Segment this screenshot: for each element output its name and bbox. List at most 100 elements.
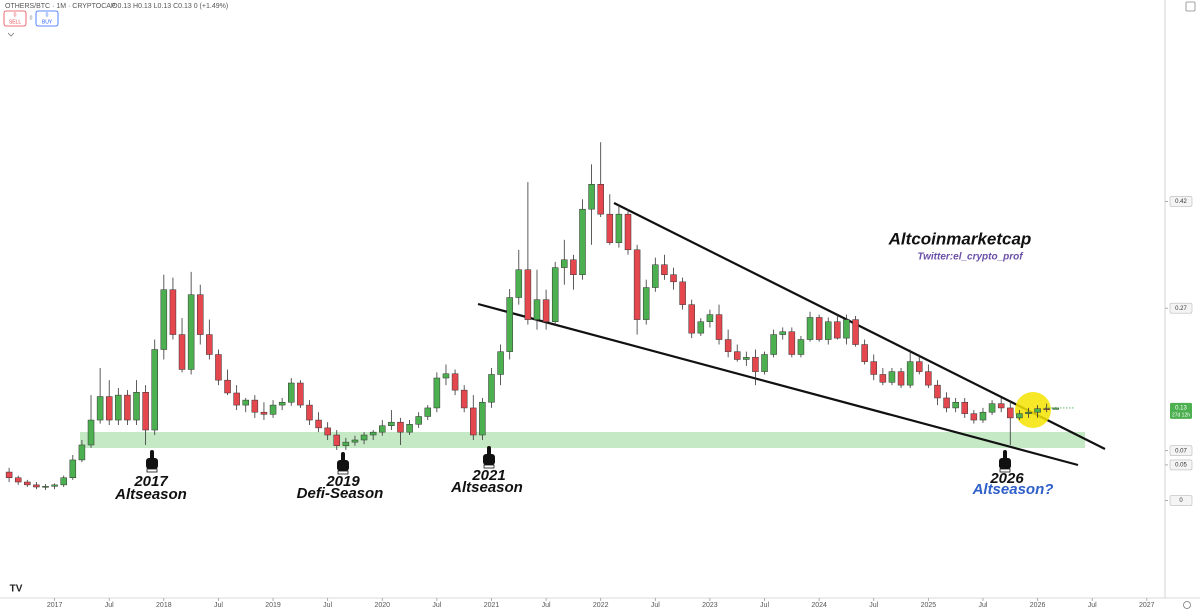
candle-body [415,416,422,425]
candle-body [934,384,941,399]
candle-body [397,421,404,433]
candle-body [470,407,477,436]
candle-body [124,394,131,421]
candle-body [406,424,413,433]
candle-body [706,314,714,322]
candle-body [597,184,604,215]
candles [5,142,1060,490]
candle-body [142,392,149,431]
x-tick-label: Jul [323,602,332,609]
x-tick-label: 2026 [1030,602,1046,609]
candle-body [624,213,632,251]
candle-body [242,399,249,406]
candle-body [33,484,40,488]
candle-body [652,264,659,288]
candle-body [506,297,513,352]
candle-body [369,431,377,436]
candle-body [861,344,868,362]
x-tick-label: 2019 [265,602,281,609]
candle-body [460,389,468,409]
x-tick-label: Jul [760,602,769,609]
y-tick-label: 0.42 [1175,199,1187,205]
collapse-icon[interactable] [7,32,15,37]
candle-body [306,404,313,421]
candle-body [251,399,259,413]
annotation-text: Altseason? [972,481,1054,498]
candle-body [906,361,914,386]
candle-body [151,349,158,431]
candle-body [333,434,341,446]
countdown: 27d 12h [1172,412,1190,418]
ohlc-line: O0.13 H0.13 L0.13 C0.13 0 (+1.49%) [112,3,228,10]
candle-body [488,374,495,403]
x-tick-label: 2022 [593,602,609,609]
candle-body [788,331,796,355]
candle-body [579,208,586,275]
x-tick-label: 2021 [484,602,500,609]
candle-body [570,259,577,275]
y-tick-label: 0.07 [1175,448,1187,454]
y-tick-box [1169,459,1193,471]
settings-gear[interactable] [1183,601,1191,609]
candle-body [515,269,523,298]
y-tick-box [1169,445,1193,456]
candle-body [925,371,932,386]
candle-body [642,287,650,320]
candle-body [824,321,832,340]
candle-body [96,396,104,421]
candle-body [561,259,568,268]
y-tick-box [1169,196,1193,207]
candle-body [943,397,950,409]
candle-body [69,459,77,478]
candle-body [479,401,486,436]
candle-body [761,354,768,372]
watermark-sub: Twitter:el_crypto_prof [917,252,1024,263]
candle-body [697,321,705,334]
x-tick-label: Jul [105,602,114,609]
buy-button[interactable] [35,10,59,27]
hand-icons [146,446,1011,475]
candle-body [342,441,350,446]
candle-body [169,289,177,335]
candle-body [424,407,432,417]
x-tick-label: Jul [542,602,551,609]
sell-button[interactable] [3,10,27,27]
x-tick-label: 2025 [921,602,937,609]
y-tick-label: 0.05 [1175,463,1187,469]
candle-body [78,444,86,461]
candle-body [1034,408,1041,413]
candle-body [843,319,850,339]
symbol: OTHERS/BTC · 1M · CRYPTOCAP [5,3,116,10]
candle-body [233,392,240,406]
candle-body [752,357,759,372]
candle-body [743,357,750,360]
candle-body [1016,413,1023,419]
candle-body [315,419,322,429]
logo[interactable]: TV [10,584,23,595]
candle-body [834,321,841,339]
candle-body [206,334,213,355]
candle-body [797,339,805,355]
candle-body [588,184,595,210]
candle-body [269,404,277,415]
candle-body [351,439,359,443]
annotation-year: 2026 [989,470,1024,487]
settings-icon[interactable] [1185,1,1196,12]
y-tick-label: 0 [1179,498,1183,504]
y-tick-box [1169,495,1193,506]
candle-body [433,377,441,409]
candle-body [497,351,504,375]
candle-body [733,351,741,360]
candle-body [442,373,450,379]
spread: 0 [30,15,33,21]
candle-body [988,403,996,413]
candle-body [1025,411,1032,414]
candle-body [870,361,877,375]
watermark: Altcoinmarketcap [888,229,1032,248]
x-tick-label: Jul [1088,602,1097,609]
candle-body [105,396,113,421]
candle-body [297,382,304,406]
